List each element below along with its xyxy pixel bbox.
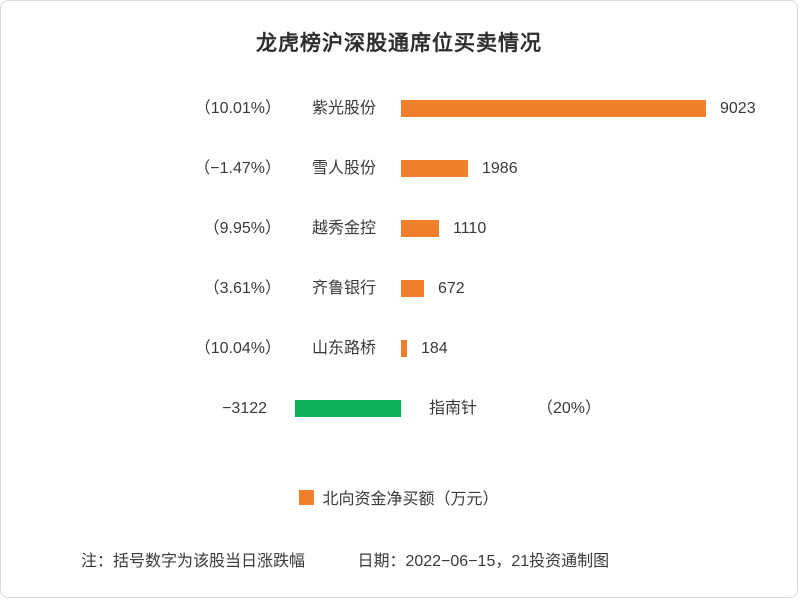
legend-swatch-icon xyxy=(299,489,315,505)
pct-change-label: （10.01%） xyxy=(194,100,281,117)
chart-row: （9.95%） 越秀金控 1110 xyxy=(1,199,797,259)
positive-bar xyxy=(401,160,468,177)
pct-change-label: （10.04%） xyxy=(194,340,281,357)
positive-bar xyxy=(401,280,424,297)
stock-name-label: 齐鲁银行 xyxy=(311,280,376,297)
stock-name-label: 指南针 xyxy=(429,400,478,417)
value-label: 1110 xyxy=(453,220,487,237)
stock-name-label: 雪人股份 xyxy=(311,160,376,177)
value-label: 184 xyxy=(421,340,448,357)
bar-chart-plot-area: （10.01%） 紫光股份 9023 （−1.47%） 雪人股份 1986 （9.95%） 越… xyxy=(1,79,797,449)
legend: 北向资金净买额（万元） xyxy=(1,485,797,509)
date-text: 日期：2022−06−15，21投资通制图 xyxy=(357,553,610,570)
value-label: 672 xyxy=(438,280,465,297)
value-label: 1986 xyxy=(482,160,518,177)
chart-row: （−1.47%） 雪人股份 1986 xyxy=(1,139,797,199)
stock-name-label: 山东路桥 xyxy=(311,340,376,357)
stock-name-label: 紫光股份 xyxy=(311,100,376,117)
positive-bar xyxy=(401,100,706,117)
note-text: 注：括号数字为该股当日涨跌幅 xyxy=(81,553,306,570)
chart-row: （10.01%） 紫光股份 9023 xyxy=(1,79,797,139)
chart-row: （10.04%） 山东路桥 184 xyxy=(1,319,797,379)
chart-title: 龙虎榜沪深股通席位买卖情况 xyxy=(256,32,542,55)
value-label: −3122 xyxy=(222,400,267,417)
footnote: 注：括号数字为该股当日涨跌幅 日期：2022−06−15，21投资通制图 xyxy=(81,547,609,571)
pct-change-label: （9.95%） xyxy=(203,220,281,237)
pct-change-label: （−1.47%） xyxy=(194,160,281,177)
chart-row: （3.61%） 齐鲁银行 672 xyxy=(1,259,797,319)
legend-label: 北向资金净买额（万元） xyxy=(322,491,499,508)
stock-name-label: 越秀金控 xyxy=(311,220,376,237)
pct-change-label: （20%） xyxy=(537,400,602,417)
positive-bar xyxy=(401,220,439,237)
pct-change-label: （3.61%） xyxy=(203,280,281,297)
chart-row: −3122 指南针 （20%） xyxy=(1,379,797,439)
value-label: 9023 xyxy=(720,100,756,117)
negative-bar xyxy=(295,400,401,417)
positive-bar xyxy=(401,340,407,357)
